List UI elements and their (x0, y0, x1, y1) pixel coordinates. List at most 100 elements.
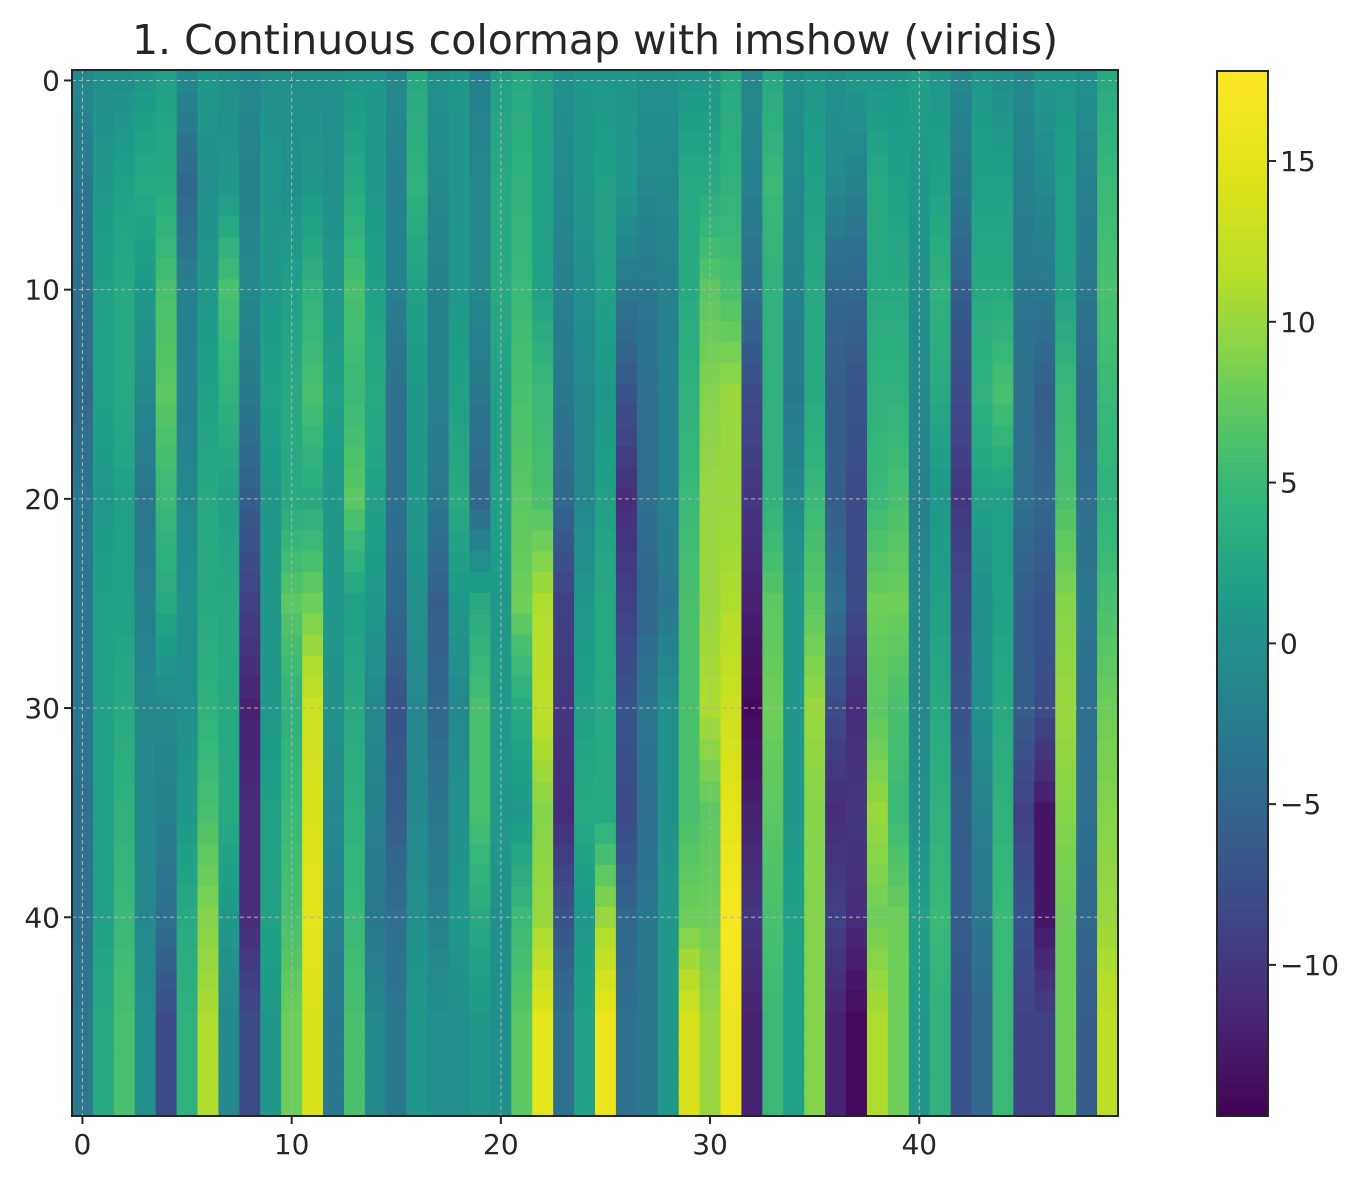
heatmap-cell (887, 509, 910, 531)
heatmap-cell (1076, 739, 1098, 761)
colorbar-tick-label: 10 (1280, 306, 1316, 339)
heatmap-cell (1055, 237, 1077, 259)
heatmap-cell (176, 258, 199, 280)
heatmap-cell (1097, 258, 1119, 280)
heatmap-cell (343, 467, 366, 489)
heatmap-cell (971, 1074, 994, 1096)
heatmap-cell (720, 341, 743, 364)
heatmap-cell (657, 530, 680, 552)
heatmap-cell (323, 655, 345, 678)
heatmap-cell (553, 864, 575, 887)
heatmap-cell (1097, 823, 1119, 845)
heatmap-cell (532, 802, 554, 824)
heatmap-cell (657, 572, 680, 594)
heatmap-cell (239, 844, 261, 866)
heatmap-cell (866, 174, 889, 197)
colorbar-segment (1217, 227, 1268, 234)
heatmap-cell (239, 1053, 261, 1075)
heatmap-cell (636, 446, 659, 469)
heatmap-cell (615, 90, 638, 113)
heatmap-cell (950, 802, 973, 824)
heatmap-cell (783, 781, 805, 803)
heatmap-cell (971, 111, 994, 134)
colorbar-segment (1217, 300, 1268, 307)
heatmap-cell (134, 341, 157, 364)
heatmap-cell (1076, 1074, 1098, 1096)
heatmap-cell (678, 1074, 701, 1096)
heatmap-cell (825, 1032, 847, 1054)
heatmap-cell (385, 425, 408, 448)
heatmap-cell (762, 216, 784, 238)
heatmap-cell (218, 593, 240, 615)
heatmap-cell (260, 258, 282, 280)
heatmap-cell (92, 990, 115, 1012)
heatmap-cell (553, 90, 575, 113)
heatmap-cell (385, 739, 408, 761)
heatmap-cell (532, 258, 554, 280)
heatmap-cell (1097, 341, 1119, 364)
heatmap-cell (741, 1053, 763, 1075)
heatmap-cell (302, 990, 324, 1012)
heatmap-cell (406, 844, 429, 866)
colorbar-segment (1217, 206, 1268, 213)
heatmap-cell (950, 446, 973, 469)
heatmap-cell (302, 844, 324, 866)
heatmap-cell (720, 321, 743, 343)
heatmap-cell (636, 572, 659, 594)
heatmap-cell (176, 927, 199, 950)
heatmap-cell (323, 739, 345, 761)
heatmap-cell (553, 739, 575, 761)
heatmap-cell (406, 551, 429, 573)
colorbar-segment (1217, 238, 1268, 245)
heatmap-cell (406, 321, 429, 343)
heatmap-cell (678, 1011, 701, 1033)
heatmap-cell (553, 509, 575, 531)
colorbar-segment (1217, 912, 1268, 919)
heatmap-cell (343, 885, 366, 908)
heatmap-cell (260, 655, 282, 678)
heatmap-cell (155, 237, 178, 259)
heatmap-cell (1076, 383, 1098, 406)
heatmap-cell (887, 823, 910, 845)
colorbar-segment (1217, 457, 1268, 464)
heatmap-cell (1076, 948, 1098, 971)
heatmap-cell (385, 948, 408, 971)
colorbar-segment (1217, 400, 1268, 406)
heatmap-cell (574, 572, 596, 594)
heatmap-cell (1034, 237, 1056, 259)
heatmap-cell (846, 195, 868, 218)
heatmap-cell (1097, 969, 1119, 992)
heatmap-cell (260, 467, 282, 489)
heatmap-cell (134, 718, 157, 741)
heatmap-cell (636, 404, 659, 427)
heatmap-cell (218, 823, 240, 845)
heatmap-cell (657, 1053, 680, 1075)
heatmap-cell (385, 321, 408, 343)
colorbar-segment (1217, 347, 1268, 354)
heatmap-cell (448, 362, 471, 385)
heatmap-cell (741, 425, 763, 448)
heatmap-cell (887, 634, 910, 657)
heatmap-cell (1097, 613, 1119, 636)
heatmap-cell (448, 551, 471, 573)
heatmap-cell (553, 613, 575, 636)
heatmap-cell (553, 530, 575, 552)
heatmap-cell (113, 802, 136, 824)
heatmap-cell (364, 634, 387, 657)
heatmap-cell (218, 969, 240, 992)
heatmap-cell (92, 300, 115, 322)
heatmap-cell (385, 864, 408, 887)
colorbar-segment (1217, 567, 1268, 574)
colorbar-segment (1217, 280, 1268, 286)
heatmap-cell (1034, 927, 1056, 950)
heatmap-cell (364, 132, 387, 155)
heatmap-cell (197, 739, 220, 761)
heatmap-cell (176, 990, 199, 1012)
heatmap-cell (762, 90, 784, 113)
heatmap-cell (427, 509, 450, 531)
heatmap-cell (574, 530, 596, 552)
heatmap-cell (427, 634, 450, 657)
heatmap-cell (1013, 195, 1035, 218)
heatmap-cell (574, 258, 596, 280)
heatmap-cell (511, 1032, 533, 1054)
